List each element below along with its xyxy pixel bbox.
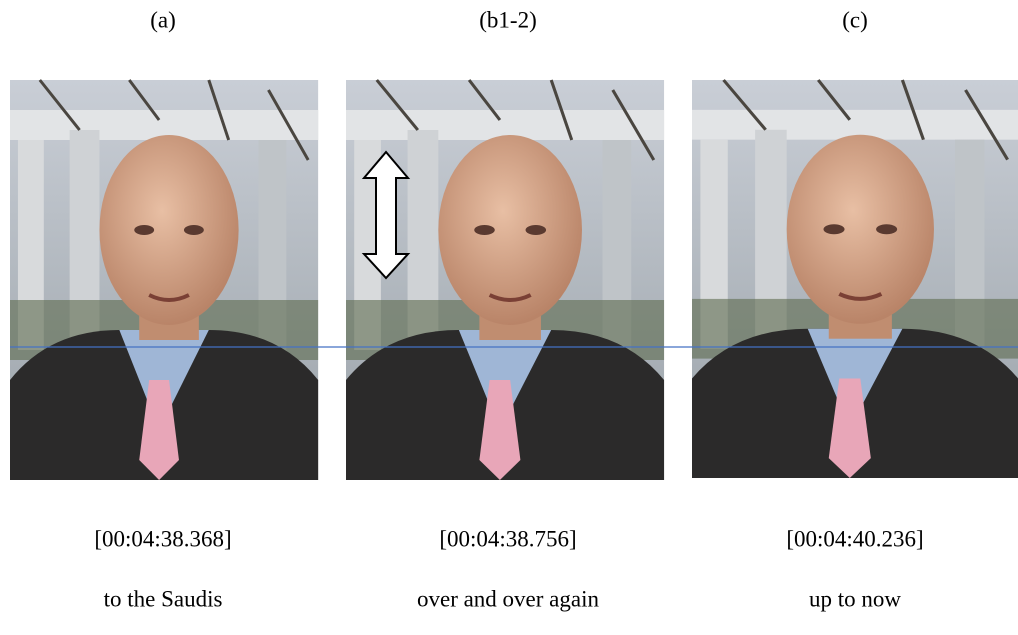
photo [8, 78, 321, 482]
timestamp: [00:04:38.756] [439, 526, 576, 551]
panel-label: (b1-2) [479, 7, 536, 32]
caption: to the Saudis [104, 586, 223, 611]
double-arrow [361, 150, 411, 280]
photo [346, 80, 664, 480]
timestamp: [00:04:40.236] [786, 526, 923, 551]
panel-label: (c) [842, 7, 868, 32]
timestamp: [00:04:38.368] [94, 526, 231, 551]
caption: up to now [809, 586, 901, 611]
caption: over and over again [417, 586, 600, 611]
panel-label: (a) [150, 7, 176, 32]
photo [692, 80, 1018, 478]
